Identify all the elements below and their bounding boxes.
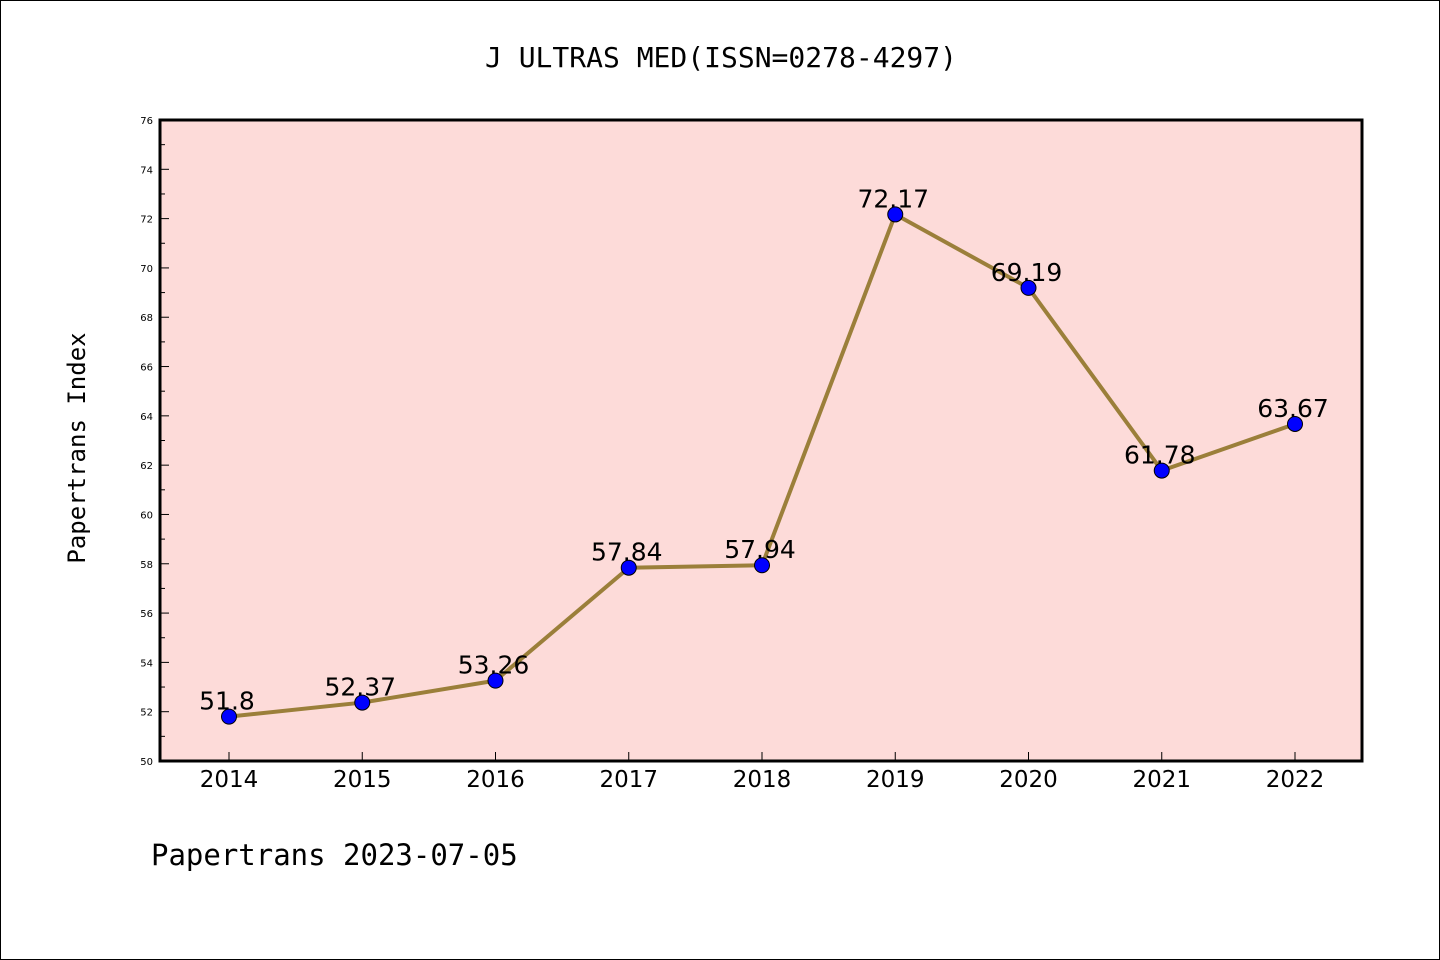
data-label: 61.78 [1124,441,1196,470]
data-label: 53.26 [458,651,530,680]
y-tick-label: 54 [140,658,153,669]
chart-title: J ULTRAS MED(ISSN=0278-4297) [485,41,957,74]
data-label: 51.8 [199,687,255,716]
x-tick-label: 2021 [1132,767,1191,793]
data-point-marker [1153,462,1170,479]
y-tick-label: 60 [140,510,153,521]
y-tick-label: 76 [140,116,153,127]
data-point-marker [354,694,371,711]
x-axis: 2014 2015 2016 2017 2018 2019 2020 2021 2022 [200,752,1325,793]
x-tick-label: 2017 [599,767,658,793]
x-tick-label: 2015 [333,767,392,793]
data-point-marker [1287,415,1303,432]
y-tick-label: 68 [140,313,153,324]
x-tick-label: 2020 [999,767,1058,793]
data-point-marker [487,672,504,689]
x-tick-label: 2014 [200,767,259,793]
y-tick-label: 64 [140,412,153,423]
data-label: 72.17 [857,184,929,213]
data-label: 52.37 [324,673,396,702]
footer-source-date: Papertrans 2023-07-05 [151,838,518,872]
y-tick-label: 50 [140,757,153,768]
x-tick-label: 2022 [1266,767,1325,793]
x-tick-label: 2016 [466,767,525,793]
data-label: 57.94 [724,535,796,564]
data-label: 69.19 [991,258,1063,287]
data-point-marker [221,708,237,725]
y-tick-label: 58 [140,560,153,571]
y-tick-label: 52 [140,708,153,719]
y-tick-label: 72 [140,215,153,226]
y-tick-label: 62 [140,461,153,472]
data-markers [221,206,1303,725]
y-tick-label: 56 [140,609,153,620]
data-labels: 51.8 52.37 53.26 57.84 57.94 72.17 69.19 61.78 6… [199,184,1329,715]
y-axis: 50 52 54 56 58 60 62 64 66 68 70 72 74 76 [140,116,169,768]
y-tick-label: 74 [140,165,153,176]
plot-area [158,118,1364,763]
x-tick-label: 2018 [733,767,792,793]
data-label: 63.67 [1257,394,1329,423]
y-tick-label: 66 [140,363,153,374]
data-label: 57.84 [591,538,663,567]
x-tick-label: 2019 [866,767,925,793]
data-point-marker [1020,279,1037,296]
data-point-marker [754,557,770,574]
data-point-marker [620,559,637,576]
data-point-marker [887,206,904,223]
y-axis-label: Papertrans Index [63,332,91,563]
y-tick-label: 70 [140,264,153,275]
